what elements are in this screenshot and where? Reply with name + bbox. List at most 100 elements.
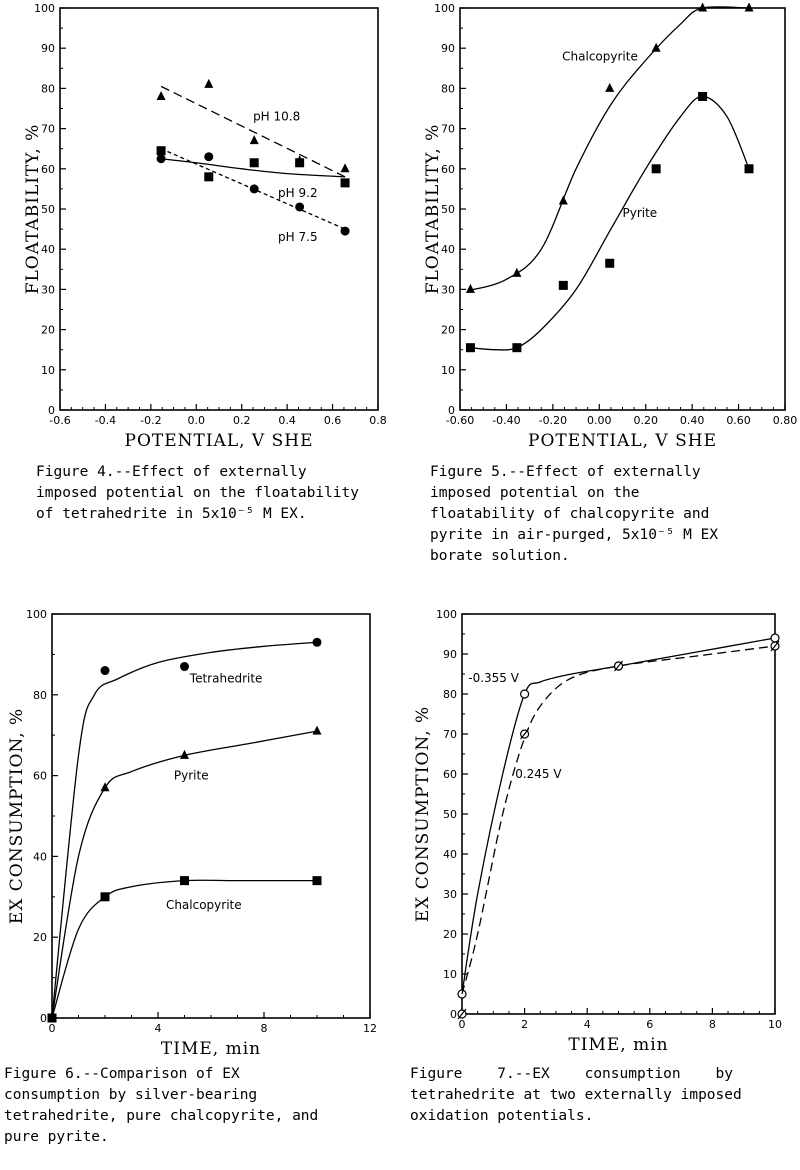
x-tick-label: 0.0 xyxy=(188,414,206,427)
y-tick-label: 30 xyxy=(443,888,457,901)
y-tick-label: 30 xyxy=(441,283,455,296)
y-axis-label: EX CONSUMPTION, % xyxy=(413,706,433,922)
y-tick-label: 0 xyxy=(48,404,55,417)
data-point-2 xyxy=(100,892,110,902)
data-point-2 xyxy=(340,226,350,236)
data-point-0 xyxy=(558,195,568,205)
figure-4-chart: -0.6 -0.4 -0.2 0.0 0.2 0.4 0.6 0.8 0 10 20 30 40 50 60… xyxy=(23,2,387,451)
series-line-0 xyxy=(160,85,346,178)
y-tick-label: 80 xyxy=(41,82,55,95)
data-point-1 xyxy=(613,660,624,672)
series-annotation: pH 9.2 xyxy=(278,186,318,200)
x-tick-label: 0.20 xyxy=(633,414,658,427)
x-tick-label: -0.4 xyxy=(95,414,116,427)
y-tick-label: 0 xyxy=(448,404,455,417)
series-annotation: Pyrite xyxy=(623,206,658,220)
y-tick-label: 90 xyxy=(441,42,455,55)
data-point-0 xyxy=(519,689,530,699)
y-tick-label: 60 xyxy=(41,163,55,176)
data-point-1 xyxy=(605,258,615,268)
figure-7-panel: 0 2 4 6 8 10 0 10 20 30 40 50 60 70 80 90 100 TIME, min EX… xyxy=(400,600,800,1160)
x-tick-label: 6 xyxy=(646,1018,653,1031)
x-tick-label: 0.2 xyxy=(233,414,251,427)
y-tick-label: 70 xyxy=(443,728,457,741)
y-axis-label: EX CONSUMPTION, % xyxy=(7,708,27,924)
series-annotation: pH 7.5 xyxy=(278,230,318,244)
series-line-1 xyxy=(161,158,346,178)
data-point-1 xyxy=(295,158,305,168)
y-tick-label: 10 xyxy=(41,364,55,377)
x-axis-label: POTENTIAL, V SHE xyxy=(125,431,314,451)
x-tick-label: 4 xyxy=(155,1022,162,1035)
figure-5-panel: -0.60 -0.40 -0.20 0.00 0.20 0.40 0.60 0.80 0 10 20… xyxy=(400,0,800,590)
y-tick-label: 60 xyxy=(441,163,455,176)
figure-5-caption: Figure 5.--Effect of externally imposed … xyxy=(430,464,719,564)
data-point-1 xyxy=(249,158,259,168)
figure-7-caption: Figure 7.--EX consumption by tetrahedrit… xyxy=(410,1066,742,1124)
series-annotation: 0.245 V xyxy=(515,767,562,781)
x-tick-label: 0.80 xyxy=(773,414,798,427)
x-axis-label: TIME, min xyxy=(568,1035,668,1055)
x-tick-label: 0 xyxy=(49,1022,56,1035)
data-point-1 xyxy=(651,164,661,174)
y-tick-label: 0 xyxy=(40,1012,47,1025)
data-point-0 xyxy=(698,2,708,12)
data-point-2 xyxy=(295,202,305,212)
x-tick-label: 12 xyxy=(363,1022,377,1035)
figure-5-chart: -0.60 -0.40 -0.20 0.00 0.20 0.40 0.60 0.80 0 10 20… xyxy=(423,2,798,451)
x-tick-label: 10 xyxy=(768,1018,782,1031)
x-tick-label: 8 xyxy=(261,1022,268,1035)
data-point-0 xyxy=(770,633,780,643)
y-tick-label: 20 xyxy=(33,931,47,944)
figure-4-caption: Figure 4.--Effect of externally imposed … xyxy=(36,464,360,522)
data-point-1 xyxy=(340,178,350,188)
data-point-2 xyxy=(47,1013,57,1023)
y-axis-label: FLOATABILITY, % xyxy=(423,124,443,295)
x-tick-label: 0.8 xyxy=(369,414,387,427)
x-tick-label: 2 xyxy=(521,1018,528,1031)
y-tick-label: 10 xyxy=(443,968,457,981)
figure-4-panel: -0.6 -0.4 -0.2 0.0 0.2 0.4 0.6 0.8 0 10 20 30 40 50 60… xyxy=(0,0,400,540)
y-tick-label: 40 xyxy=(41,243,55,256)
data-point-1 xyxy=(558,280,568,290)
x-axis-label: TIME, min xyxy=(161,1039,261,1059)
y-tick-label: 70 xyxy=(41,123,55,136)
figure-6-panel: 0 4 8 12 0 20 40 60 80 100 TIME, min EX CONSUMPTION… xyxy=(0,600,400,1170)
y-tick-label: 40 xyxy=(441,243,455,256)
data-point-0 xyxy=(249,135,259,145)
x-tick-label: -0.40 xyxy=(492,414,520,427)
y-tick-label: 20 xyxy=(443,928,457,941)
data-point-0 xyxy=(744,2,754,12)
series-annotation: Chalcopyrite xyxy=(166,898,242,912)
y-tick-label: 0 xyxy=(450,1008,457,1021)
data-point-0 xyxy=(465,283,475,293)
x-tick-label: 0.00 xyxy=(587,414,612,427)
data-point-1 xyxy=(698,91,708,101)
x-tick-label: 8 xyxy=(709,1018,716,1031)
data-point-0 xyxy=(340,163,350,173)
y-tick-label: 80 xyxy=(33,689,47,702)
figure-6-chart: 0 4 8 12 0 20 40 60 80 100 TIME, min EX CONSUMPTION… xyxy=(7,608,377,1059)
data-point-1 xyxy=(204,172,214,182)
y-tick-label: 40 xyxy=(33,850,47,863)
data-point-0 xyxy=(204,78,214,88)
y-tick-label: 80 xyxy=(441,82,455,95)
data-point-2 xyxy=(204,152,214,162)
y-axis-label: FLOATABILITY, % xyxy=(23,124,43,295)
y-tick-label: 70 xyxy=(441,123,455,136)
series-annotation: Chalcopyrite xyxy=(562,49,638,63)
series-annotation: Pyrite xyxy=(174,769,209,783)
data-point-1 xyxy=(312,725,322,735)
x-tick-label: 0.60 xyxy=(726,414,751,427)
data-point-2 xyxy=(156,154,166,164)
y-tick-label: 100 xyxy=(434,2,455,15)
series-annotation: Tetrahedrite xyxy=(189,672,263,686)
series-line-1 xyxy=(461,645,776,995)
y-tick-label: 20 xyxy=(441,324,455,337)
y-tick-label: 50 xyxy=(443,808,457,821)
y-tick-label: 100 xyxy=(26,608,47,621)
data-point-1 xyxy=(512,343,522,353)
data-point-2 xyxy=(180,876,189,886)
series-line-1 xyxy=(470,95,750,351)
data-point-1 xyxy=(744,164,754,174)
